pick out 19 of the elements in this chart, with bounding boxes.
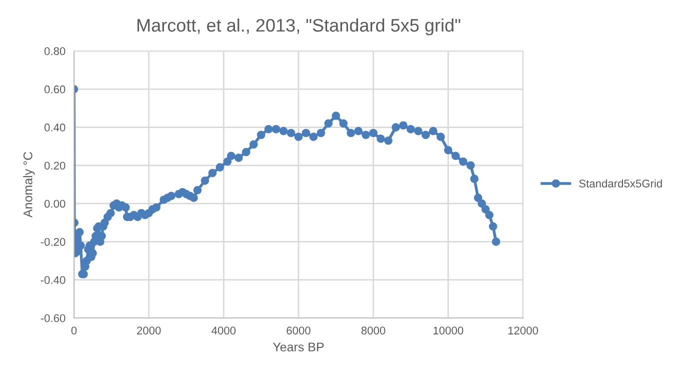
- y-axis-title: Anomaly °C: [23, 152, 35, 218]
- y-tick-label: 0.20: [44, 162, 66, 170]
- x-tick-label: 12000: [508, 326, 538, 334]
- x-axis-title: Years BP: [272, 342, 324, 352]
- x-tick-label: 8000: [361, 326, 386, 334]
- y-tick-label: 0.40: [44, 124, 66, 132]
- x-tick-label: 4000: [212, 326, 236, 334]
- y-tick-label: 0.80: [44, 47, 66, 56]
- x-tick-label: 10000: [434, 326, 464, 334]
- y-tick-label: 0.60: [44, 85, 66, 94]
- y-tick-label: 0.00: [44, 200, 66, 208]
- chart-title: Marcott, et al., 2013, "Standard 5x5 grid": [138, 18, 460, 36]
- x-tick-label: 6000: [286, 326, 310, 334]
- y-tick-label: -0.20: [40, 238, 66, 246]
- x-tick-label: 2000: [137, 326, 161, 334]
- legend-label: Standard5x5Grid: [579, 179, 662, 188]
- x-tick-label: 0: [71, 326, 77, 334]
- y-tick-label: -0.60: [40, 314, 66, 322]
- y-tick-label: -0.40: [40, 276, 66, 284]
